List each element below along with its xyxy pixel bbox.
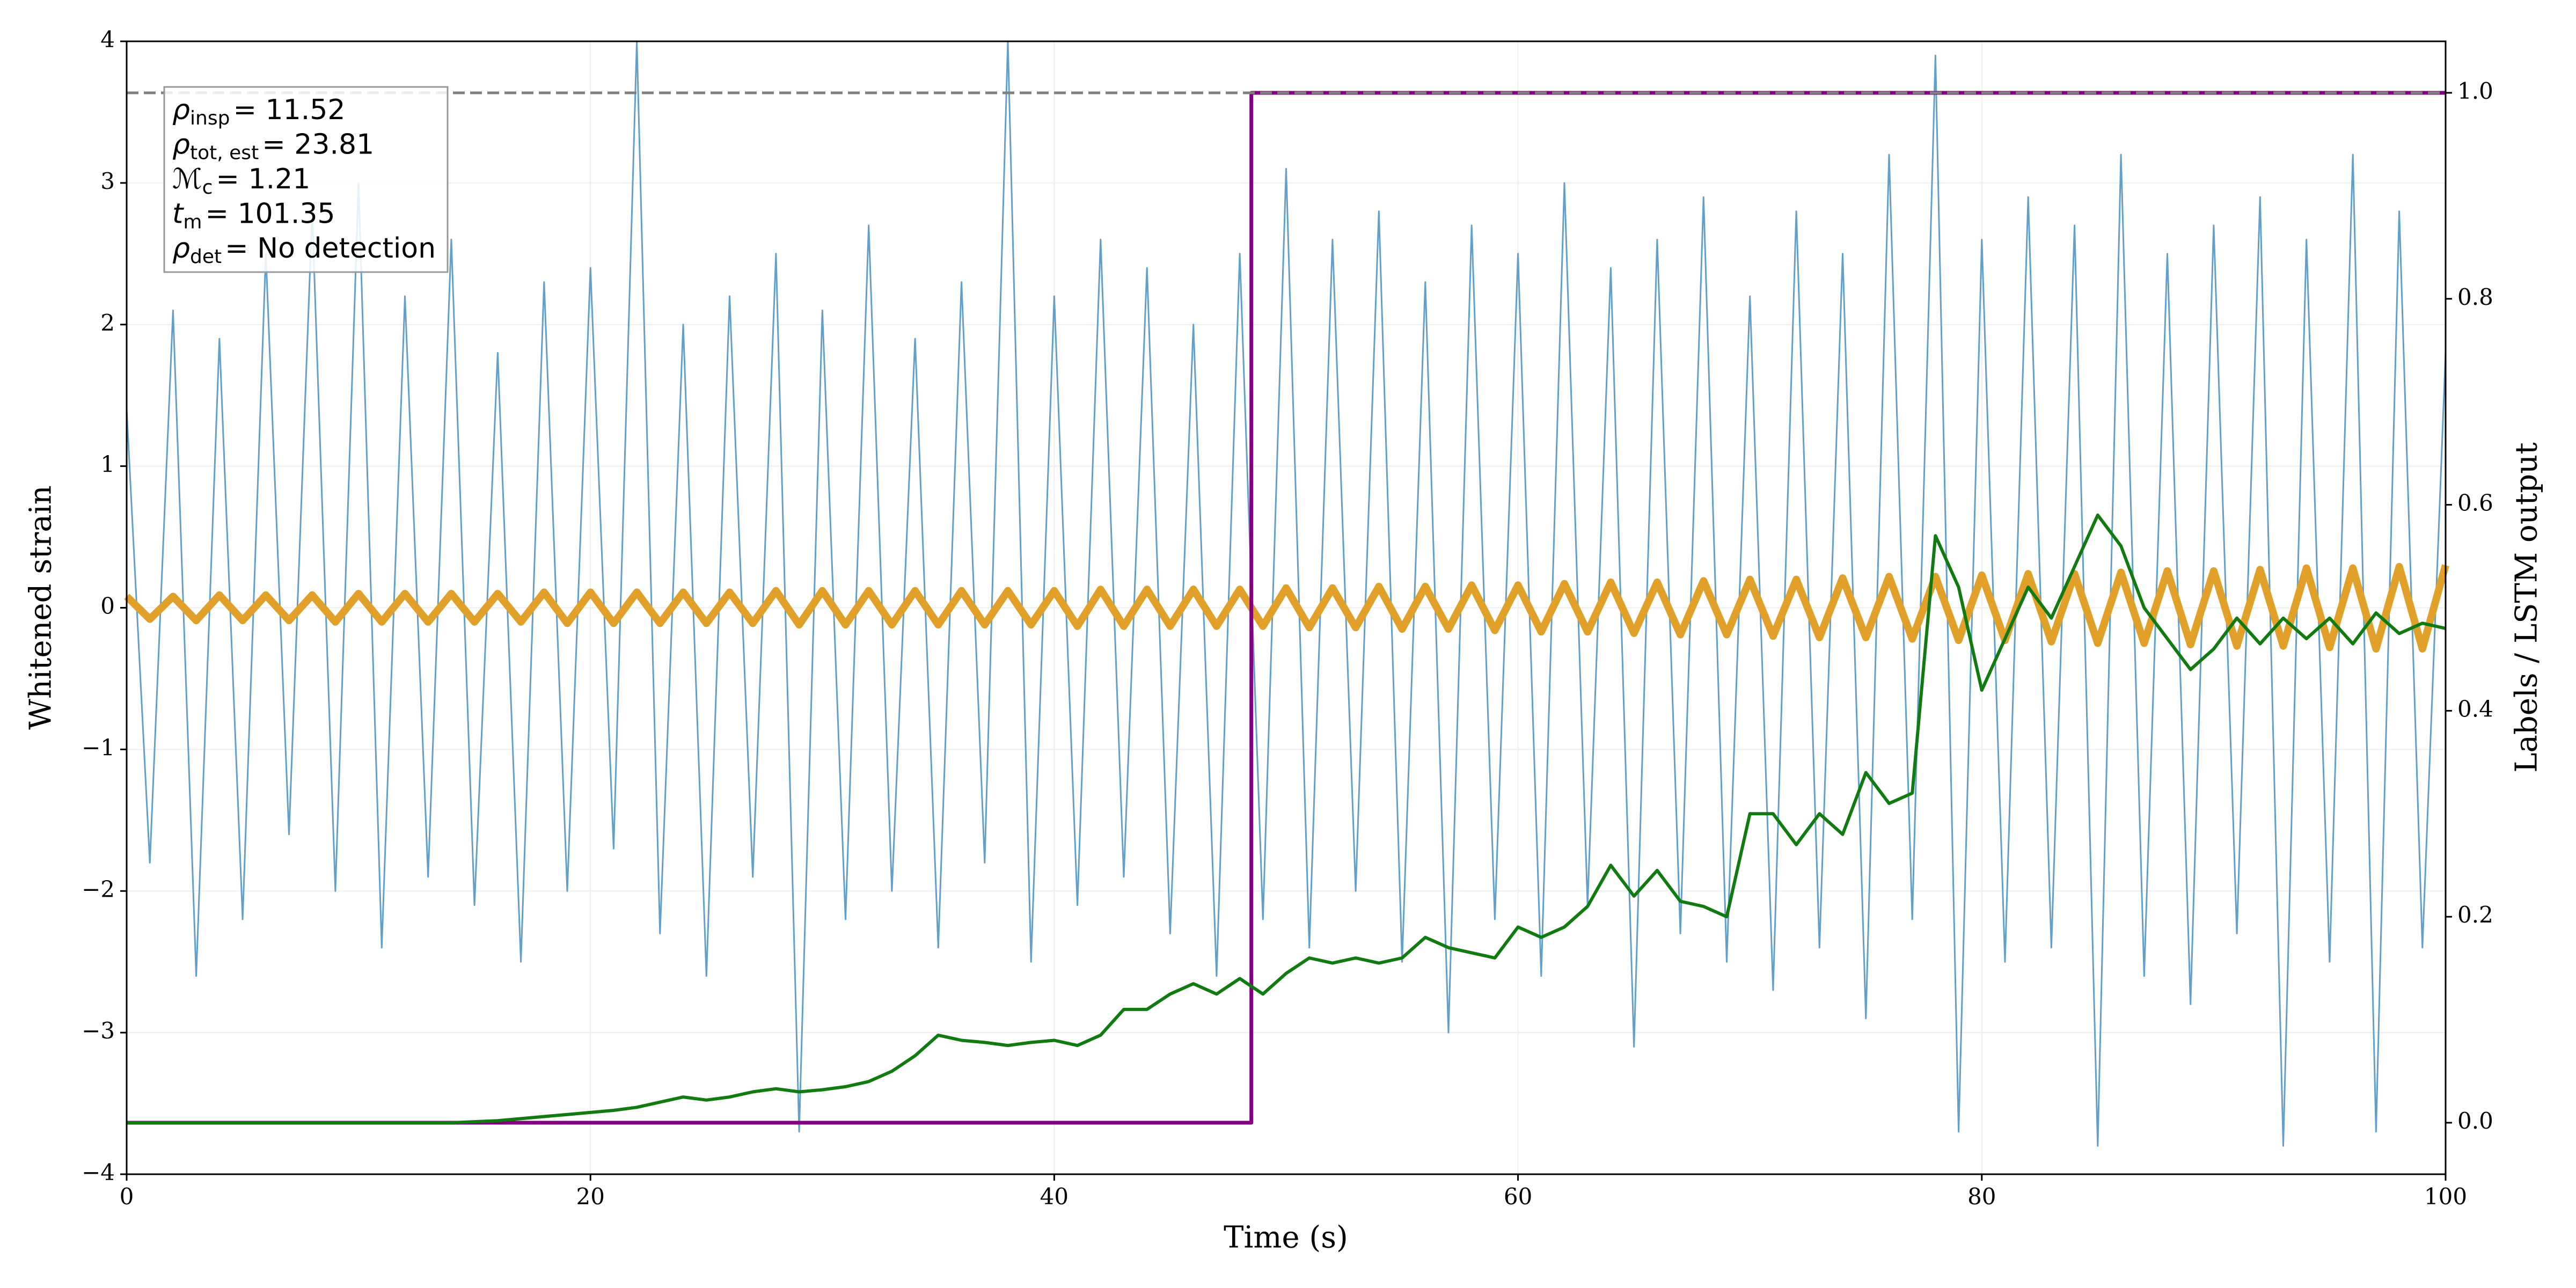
y-tick-label: 2 <box>100 310 115 336</box>
annotation-symbol: ρ <box>172 129 190 161</box>
annotation-symbol: ρ <box>172 232 190 265</box>
x-axis-label: Time (s) <box>1224 1220 1348 1255</box>
annotation-line: ρtot, est = 23.81 <box>172 129 374 164</box>
annotation-line: tm = 101.35 <box>172 198 335 233</box>
y2-tick-label: 0.0 <box>2457 1108 2493 1134</box>
axes: 0 20 40 60 80 100 −4 −3 −2 −1 0 1 2 3 4 0.0 0.2 0.4 0.6 0.8… <box>82 26 2493 1210</box>
annotation-frame <box>163 86 449 273</box>
annotation-value: = 101.35 <box>205 198 335 230</box>
x-tick-label: 40 <box>1040 1183 1069 1210</box>
grid <box>126 41 2446 1175</box>
y-tick-label: 1 <box>100 451 115 478</box>
y-tick-label: −1 <box>82 734 115 760</box>
annotation-subscript: insp <box>190 107 230 129</box>
y2-tick-label: 0.4 <box>2457 696 2493 722</box>
y-tick-label: −3 <box>82 1018 115 1044</box>
annotation-symbol: ℳ <box>172 163 202 195</box>
y2-tick-label: 0.6 <box>2457 490 2493 516</box>
annotation-value: = 11.52 <box>233 94 345 126</box>
annotation-line: ℳc = 1.21 <box>172 163 310 199</box>
annotation-line: ρinsp = 11.52 <box>172 94 345 129</box>
x-tick-label: 60 <box>1504 1183 1532 1210</box>
y-axis-label: Whitened strain <box>24 485 58 729</box>
annotation-symbol: ρ <box>172 94 190 126</box>
x-tick-label: 80 <box>1967 1183 1996 1210</box>
annotation-subscript: tot, est <box>190 142 259 164</box>
y-tick-label: −4 <box>82 1159 115 1185</box>
annotation-subscript: det <box>190 246 222 268</box>
annotation-value: = No detection <box>225 232 436 265</box>
y-tick-label: 4 <box>100 26 115 53</box>
annotation-subscript: m <box>183 211 202 233</box>
y2-axis-label: Labels / LSTM output <box>2509 442 2544 773</box>
y-tick-label: 0 <box>100 593 115 619</box>
annotation-value: = 1.21 <box>216 163 310 195</box>
y2-tick-label: 0.2 <box>2457 902 2493 928</box>
annotation-value: = 23.81 <box>262 129 374 161</box>
annotation-symbol: t <box>172 198 184 230</box>
annotation-line: ρdet = No detection <box>172 232 436 268</box>
x-tick-label: 0 <box>120 1183 134 1210</box>
series-line <box>126 40 2447 1147</box>
y2-tick-label: 0.8 <box>2457 284 2493 310</box>
series-line <box>127 513 2446 1124</box>
plot-area <box>124 40 2449 1147</box>
y-tick-label: 3 <box>100 168 115 194</box>
y-tick-label: −2 <box>82 876 115 902</box>
series-line <box>124 563 2449 653</box>
annotation-subscript: c <box>202 177 213 199</box>
y2-tick-label: 1.0 <box>2457 78 2493 104</box>
x-tick-label: 20 <box>576 1183 604 1210</box>
x-tick-label: 100 <box>2424 1183 2467 1210</box>
